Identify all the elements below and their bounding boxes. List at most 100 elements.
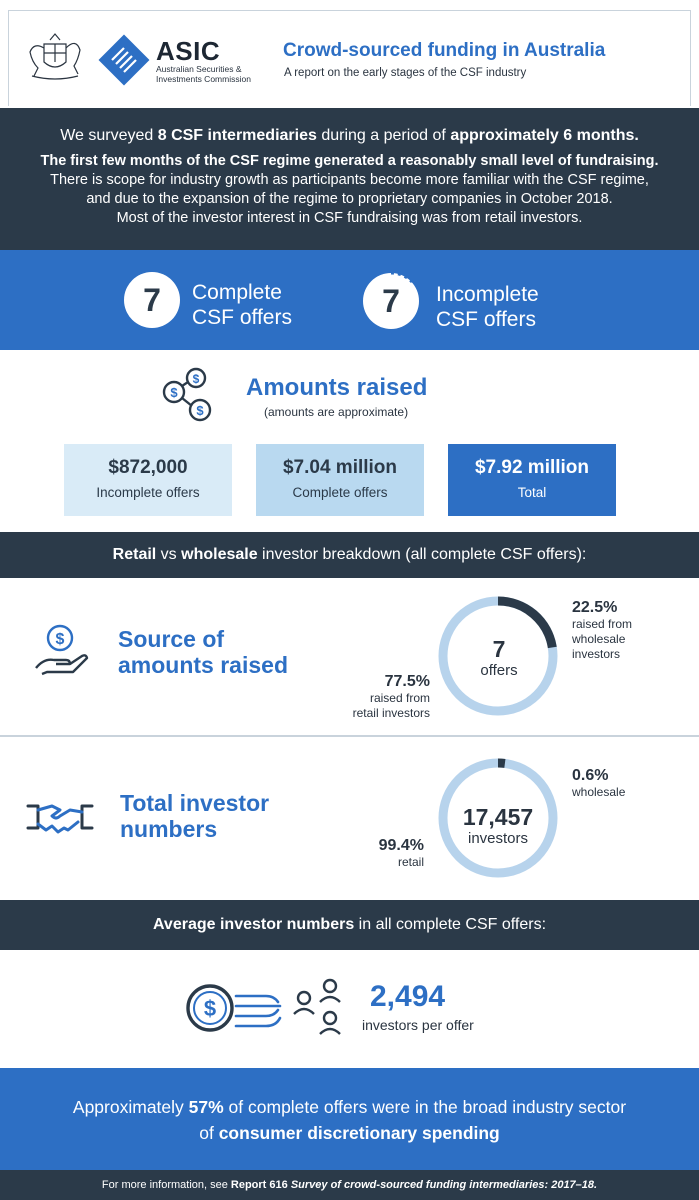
source-title: Source of amounts raised — [118, 626, 288, 678]
amount-value: $872,000 — [108, 457, 188, 478]
average-investors-value: 2,494 — [370, 980, 446, 1013]
source-retail-stat: 77.5% raised from retail investors — [330, 672, 430, 721]
handshake-icon — [26, 804, 94, 834]
intro-text: We surveyed — [60, 127, 158, 144]
intro-survey-line: We surveyed 8 CSF intermediaries during … — [0, 126, 699, 145]
investor-retail-text: retail — [397, 855, 424, 869]
coins-icon: $ $ $ — [162, 367, 212, 422]
incomplete-offers-label-line1: Incomplete — [436, 283, 539, 306]
investor-wholesale-stat: 0.6% wholesale — [572, 766, 625, 800]
amounts-title: Amounts raised — [246, 374, 428, 401]
incomplete-offers-label: Incomplete CSF offers — [436, 282, 539, 332]
source-retail-text: retail investors — [352, 706, 430, 720]
investor-title-line2: numbers — [120, 816, 218, 842]
source-retail-text: raised from — [369, 691, 430, 705]
sector-text: Approximately — [72, 1097, 189, 1117]
source-title-line1: Source of — [118, 626, 225, 652]
svg-text:$: $ — [193, 372, 200, 386]
source-donut-center: 7 offers — [460, 636, 538, 679]
header: ASIC Australian Securities & Investments… — [0, 0, 699, 108]
amount-box-total: $7.92 million Total — [448, 444, 616, 516]
average-text: in all complete CSF offers: — [354, 916, 547, 933]
source-offers-count: 7 — [492, 636, 506, 662]
source-wholesale-text: wholesale — [572, 632, 626, 646]
investor-retail-stat: 99.4% retail — [330, 836, 424, 870]
source-wholesale-text: raised from — [572, 617, 633, 631]
sector-line1: Approximately 57% of complete offers wer… — [0, 1094, 699, 1120]
source-wholesale-stat: 22.5% raised from wholesale investors — [572, 598, 632, 662]
intro-line-4: and due to the expansion of the regime t… — [86, 191, 613, 207]
intro-line-2: The first few months of the CSF regime g… — [40, 153, 659, 169]
incomplete-offers-count: 7 — [382, 283, 400, 319]
report-title: Crowd-sourced funding in Australia — [283, 40, 606, 61]
breakdown-text: investor breakdown (all complete CSF off… — [257, 546, 587, 563]
amount-box-incomplete: $872,000 Incomplete offers — [64, 444, 232, 516]
complete-offers-label-line2: CSF offers — [192, 306, 292, 329]
asic-full-name: Australian Securities & Investments Comm… — [156, 64, 266, 84]
footer: For more information, see Report 616 Sur… — [0, 1170, 699, 1200]
section-divider — [0, 735, 699, 737]
sector-band: Approximately 57% of complete offers wer… — [0, 1068, 699, 1170]
svg-text:$: $ — [170, 385, 178, 400]
report-title-link[interactable]: Survey of crowd-sourced funding intermed… — [290, 1179, 598, 1191]
svg-text:$: $ — [196, 403, 204, 418]
source-title-line2: amounts raised — [118, 652, 288, 678]
source-retail-pct: 77.5% — [384, 673, 430, 690]
report-link[interactable]: Report 616 — [230, 1179, 288, 1191]
amount-value: $7.04 million — [282, 457, 398, 478]
complete-offers-count: 7 — [124, 272, 180, 328]
intro-bold: approximately 6 months. — [450, 127, 639, 144]
amount-label: Complete offers — [292, 485, 388, 500]
source-wholesale-text: investors — [572, 647, 621, 661]
intro-text: during a period of — [316, 127, 451, 144]
average-bold: Average investor numbers — [152, 916, 355, 933]
incomplete-offers-label-line2: CSF offers — [436, 308, 536, 331]
intro-line-5: Most of the investor interest in CSF fun… — [116, 210, 583, 226]
amount-label: Incomplete offers — [96, 485, 200, 500]
sector-text: of — [199, 1123, 219, 1143]
source-donut-chart — [438, 596, 558, 716]
amount-value: $7.92 million — [474, 457, 590, 478]
investor-numbers-title: Total investor numbers — [120, 790, 269, 842]
incomplete-offers-ring — [363, 272, 419, 329]
sector-line2: of consumer discretionary spending — [0, 1120, 699, 1146]
investor-wholesale-text: wholesale — [572, 785, 626, 799]
sector-text: of complete offers were in the broad ind… — [223, 1097, 627, 1117]
header-frame — [8, 10, 691, 106]
intro-line-3: There is scope for industry growth as pa… — [50, 172, 649, 188]
dollar-to-investors-icon: $ — [186, 978, 341, 1035]
svg-text:$: $ — [56, 631, 65, 648]
money-hand-icon: $ — [35, 624, 89, 676]
investor-title-line1: Total investor — [120, 790, 270, 816]
donut-wholesale-arc — [497, 596, 557, 649]
intro-bold: 8 CSF intermediaries — [157, 127, 317, 144]
vs-word: vs — [156, 546, 182, 563]
source-offers-word: offers — [480, 662, 518, 679]
asic-name: ASIC — [156, 36, 221, 66]
investor-word: investors — [467, 830, 529, 847]
asic-logo-icon — [98, 34, 150, 86]
investor-donut-center: 17,457 investors — [446, 804, 550, 847]
complete-offers-label-line1: Complete — [192, 281, 282, 304]
sector-name: consumer discretionary spending — [218, 1123, 500, 1143]
report-subtitle: A report on the early stages of the CSF … — [284, 67, 527, 79]
offers-band: 7 Complete CSF offers 7 Incomplete CSF o… — [0, 250, 699, 350]
investor-donut-chart — [438, 758, 558, 878]
investor-wholesale-pct: 0.6% — [572, 767, 609, 784]
asic-full-name-line1: Australian Securities & — [156, 64, 242, 74]
retail-word: Retail — [112, 546, 157, 563]
amount-label: Total — [517, 485, 547, 500]
source-wholesale-pct: 22.5% — [572, 599, 618, 616]
average-investors-label: investors per offer — [362, 1017, 474, 1033]
investor-retail-pct: 99.4% — [378, 837, 424, 854]
average-investors-band: Average investor numbers in all complete… — [0, 900, 699, 950]
svg-text:$: $ — [204, 996, 216, 1021]
amount-box-complete: $7.04 million Complete offers — [256, 444, 424, 516]
wholesale-word: wholesale — [181, 546, 258, 563]
retail-wholesale-band: Retail vs wholesale investor breakdown (… — [0, 532, 699, 578]
complete-offers-label: Complete CSF offers — [192, 280, 292, 330]
investor-count: 17,457 — [462, 804, 534, 830]
footer-text: For more information, see — [101, 1179, 231, 1191]
intro-band: We surveyed 8 CSF intermediaries during … — [0, 108, 699, 250]
